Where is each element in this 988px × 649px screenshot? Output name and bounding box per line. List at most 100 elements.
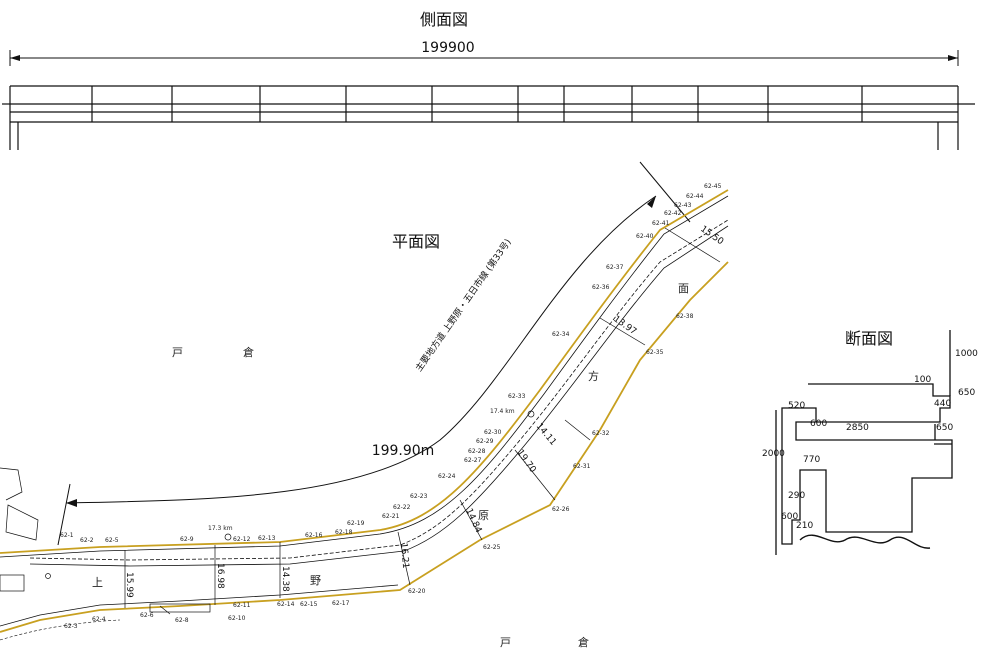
lot-label: 62-3	[64, 623, 78, 630]
lot-label: 62-41	[652, 220, 670, 227]
road-center-dashed	[29, 219, 729, 561]
lot-label: 62-43	[674, 202, 692, 209]
road-north-boundary	[0, 189, 729, 554]
width-label: 16.21	[398, 542, 410, 569]
side-view: 側面図 199900	[2, 10, 975, 150]
road-char: 原	[478, 509, 489, 522]
km-mark-17-4: 17.4 km	[490, 408, 515, 415]
lot-label: 62-10	[228, 615, 246, 622]
section-dims: 1000 100 650 520 440 600 2850 650 2000 7…	[762, 349, 978, 531]
road-char: 面	[678, 282, 689, 295]
width-label: 13.97	[611, 314, 638, 337]
lot-label: 62-6	[140, 612, 154, 619]
width-label: 15.99	[124, 572, 134, 598]
dim-label: 520	[788, 401, 805, 411]
lot-label: 62-28	[468, 448, 486, 455]
km-mark-17-3: 17.3 km	[208, 525, 233, 532]
dim-label: 2850	[846, 423, 869, 433]
lot-label: 62-21	[382, 513, 400, 520]
place-north-2: 倉	[243, 345, 254, 359]
section-outline	[775, 330, 953, 555]
width-label: 14.11	[534, 422, 558, 448]
lot-label: 62-1	[60, 532, 74, 539]
lot-label: 62-44	[686, 193, 704, 200]
lot-label: 62-35	[646, 349, 664, 356]
lot-label: 62-37	[606, 264, 624, 271]
side-view-length: 199900	[421, 40, 474, 56]
arc-arrow-left-icon	[66, 499, 77, 507]
dim-label: 650	[936, 423, 953, 433]
lot-label: 62-25	[483, 544, 501, 551]
lot-label: 62-13	[258, 535, 276, 542]
dim-label: 650	[958, 388, 975, 398]
place-north-1: 戸	[172, 346, 183, 359]
lot-label: 62-2	[80, 537, 94, 544]
lot-label: 62-4	[92, 616, 106, 623]
lot-label: 62-15	[300, 601, 318, 608]
plan-view-title: 平面図	[392, 232, 440, 251]
dim-label: 600	[781, 512, 798, 522]
arc-arrow-right-icon	[647, 196, 656, 208]
lot-label: 62-19	[347, 520, 365, 527]
plan-view: 平面図 199.90m 主要地方道 上野原・五日市線 (第33号) 戸 倉 戸 …	[0, 161, 729, 649]
lot-label: 62-11	[233, 602, 251, 609]
lot-label: 62-34	[552, 331, 570, 338]
place-south-1: 戸	[500, 636, 511, 649]
arrow-right-icon	[948, 55, 958, 61]
lot-label: 62-18	[335, 529, 353, 536]
lot-labels-north: 62-1 62-2 62-5 62-9 62-12 62-13 62-16 62…	[60, 183, 722, 544]
dim-label: 1000	[955, 349, 978, 359]
section-ground	[799, 534, 931, 549]
dim-label: 600	[810, 419, 827, 429]
plan-length-arc	[65, 195, 657, 504]
road-char: 野	[310, 574, 321, 587]
plan-end-line-right	[639, 161, 691, 223]
lot-label: 62-20	[408, 588, 426, 595]
lot-label: 62-30	[484, 429, 502, 436]
lot-label: 62-17	[332, 600, 350, 607]
lot-label: 62-38	[676, 313, 694, 320]
road-char: 上	[92, 576, 103, 589]
road-south-boundary	[0, 261, 729, 633]
plan-length-label: 199.90m	[372, 443, 435, 459]
lot-label: 62-45	[704, 183, 722, 190]
lot-label: 62-12	[233, 536, 251, 543]
dim-label: 210	[796, 521, 813, 531]
lot-label: 62-33	[508, 393, 526, 400]
km-post-icon	[224, 533, 232, 541]
place-south-2: 倉	[578, 635, 589, 649]
parcel-lines	[124, 227, 721, 615]
lot-label: 62-42	[664, 210, 682, 217]
lot-label: 62-40	[636, 233, 654, 240]
lot-label: 62-26	[552, 506, 570, 513]
width-label: 19.70	[515, 448, 538, 475]
km-post-icon	[527, 410, 535, 418]
lot-labels-south: 62-3 62-4 62-6 62-8 62-10 62-11 62-14 62…	[64, 313, 694, 630]
section-view-title: 断面図	[845, 329, 893, 348]
dim-label: 770	[803, 455, 820, 465]
arrow-left-icon	[10, 55, 20, 61]
side-view-title: 側面図	[420, 10, 468, 29]
left-houses	[0, 467, 51, 592]
lot-label: 62-22	[393, 504, 411, 511]
dim-label: 290	[788, 491, 805, 501]
lot-label: 62-32	[592, 430, 610, 437]
section-view: 断面図 1000 100 650 520 440 600 2850 650 20…	[762, 329, 978, 555]
dim-label: 2000	[762, 449, 785, 459]
lot-label: 62-24	[438, 473, 456, 480]
lot-label: 62-9	[180, 536, 194, 543]
road-widths: 15.99 16.98 14.38 16.21 14.84 19.70 14.1…	[124, 224, 725, 598]
route-name: 主要地方道 上野原・五日市線 (第33号)	[413, 236, 514, 373]
lot-label: 62-16	[305, 532, 323, 539]
dim-label: 440	[934, 399, 951, 409]
road-char: 方	[588, 369, 599, 383]
lot-label: 62-27	[464, 457, 482, 464]
lot-label: 62-31	[573, 463, 591, 470]
lot-label: 62-5	[105, 537, 119, 544]
lot-label: 62-14	[277, 601, 295, 608]
lot-label: 62-36	[592, 284, 610, 291]
width-label: 14.38	[280, 566, 290, 592]
width-label: 15.50	[698, 224, 725, 247]
